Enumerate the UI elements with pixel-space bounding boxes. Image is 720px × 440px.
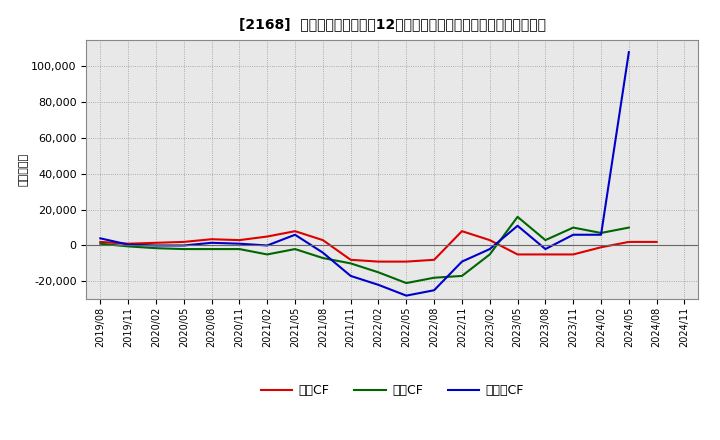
フリーCF <box>124 242 132 247</box>
Legend: 営業CF, 投資CF, フリーCF: 営業CF, 投資CF, フリーCF <box>256 379 528 402</box>
フリーCF <box>207 240 216 246</box>
フリーCF <box>263 243 271 248</box>
営業CF <box>652 239 661 245</box>
フリーCF <box>541 246 550 252</box>
フリーCF <box>374 282 383 287</box>
フリーCF <box>96 236 104 241</box>
営業CF <box>374 259 383 264</box>
Y-axis label: （百万円）: （百万円） <box>19 153 28 186</box>
営業CF <box>430 257 438 262</box>
フリーCF <box>458 259 467 264</box>
営業CF <box>597 245 606 250</box>
投資CF <box>318 255 327 260</box>
投資CF <box>374 270 383 275</box>
営業CF <box>207 237 216 242</box>
フリーCF <box>430 288 438 293</box>
営業CF <box>263 234 271 239</box>
フリーCF <box>318 250 327 255</box>
営業CF <box>541 252 550 257</box>
投資CF <box>346 261 355 266</box>
投資CF <box>458 273 467 279</box>
営業CF <box>235 238 243 243</box>
フリーCF <box>513 223 522 228</box>
フリーCF <box>485 246 494 252</box>
投資CF <box>569 225 577 230</box>
営業CF <box>569 252 577 257</box>
フリーCF <box>152 243 161 248</box>
投資CF <box>485 252 494 257</box>
営業CF <box>291 228 300 234</box>
投資CF <box>263 252 271 257</box>
Line: 投資CF: 投資CF <box>100 217 629 283</box>
投資CF <box>291 246 300 252</box>
投資CF <box>179 246 188 252</box>
Line: 営業CF: 営業CF <box>100 231 657 262</box>
営業CF <box>513 252 522 257</box>
フリーCF <box>597 232 606 238</box>
投資CF <box>541 238 550 243</box>
フリーCF <box>291 232 300 238</box>
投資CF <box>597 230 606 235</box>
投資CF <box>624 225 633 230</box>
Title: [2168]  キャッシュフローの12か月移動合計の対前年同期増減額の推移: [2168] キャッシュフローの12か月移動合計の対前年同期増減額の推移 <box>239 18 546 32</box>
投資CF <box>430 275 438 280</box>
投資CF <box>513 214 522 220</box>
営業CF <box>179 239 188 245</box>
フリーCF <box>569 232 577 238</box>
営業CF <box>124 241 132 246</box>
投資CF <box>207 246 216 252</box>
フリーCF <box>235 241 243 246</box>
フリーCF <box>179 243 188 248</box>
営業CF <box>485 238 494 243</box>
投資CF <box>402 280 410 286</box>
Line: フリーCF: フリーCF <box>100 52 629 296</box>
投資CF <box>124 244 132 249</box>
営業CF <box>402 259 410 264</box>
フリーCF <box>624 49 633 55</box>
フリーCF <box>346 273 355 279</box>
投資CF <box>235 246 243 252</box>
投資CF <box>96 241 104 246</box>
投資CF <box>152 246 161 251</box>
営業CF <box>624 239 633 245</box>
営業CF <box>318 238 327 243</box>
営業CF <box>152 240 161 246</box>
営業CF <box>458 228 467 234</box>
フリーCF <box>402 293 410 298</box>
営業CF <box>96 239 104 245</box>
営業CF <box>346 257 355 262</box>
